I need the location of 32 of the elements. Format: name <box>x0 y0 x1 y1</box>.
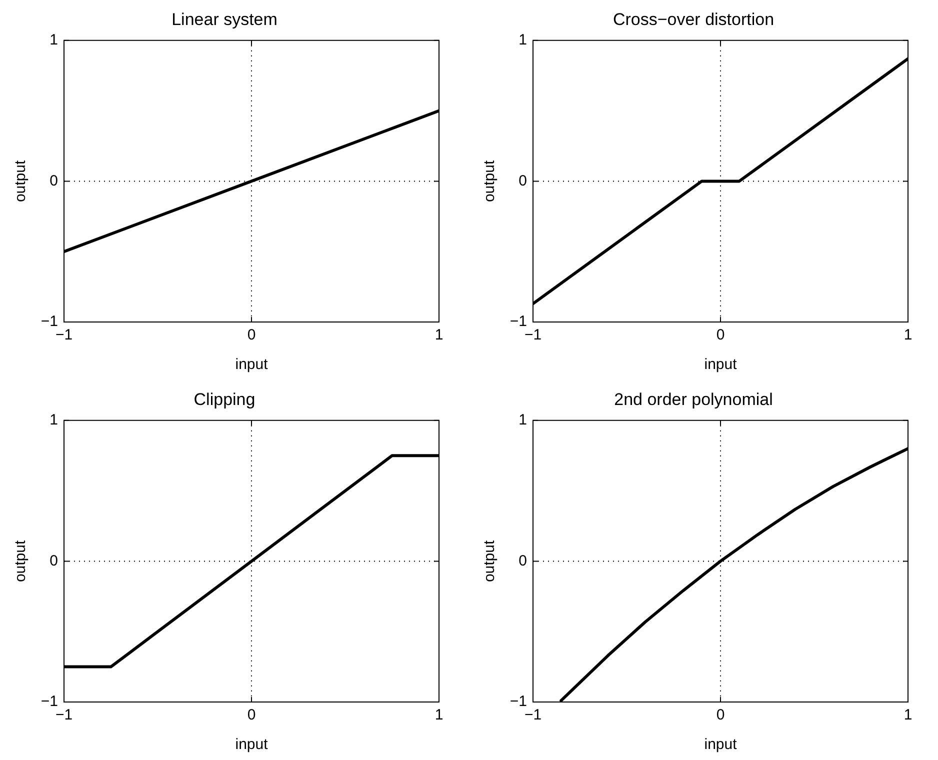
y-axis-title: output <box>12 160 30 202</box>
y-tick-label: 0 <box>50 172 58 190</box>
y-tick-label: 1 <box>50 412 58 429</box>
y-tick-label: 1 <box>50 32 58 49</box>
x-tick-label: 0 <box>247 326 256 344</box>
chart-title: Clipping <box>194 390 256 409</box>
x-tick-label: 1 <box>434 706 444 724</box>
y-tick-label: −1 <box>510 313 527 330</box>
chart-title: 2nd order polynomial <box>614 390 773 409</box>
y-tick-label: 1 <box>518 32 527 49</box>
y-tick-label: 1 <box>518 412 527 429</box>
x-axis-title: input <box>235 736 269 754</box>
x-axis-title: input <box>704 356 738 374</box>
y-tick-label: −1 <box>40 693 58 710</box>
x-tick-label: 1 <box>904 706 912 724</box>
y-tick-label: 0 <box>518 172 527 190</box>
x-axis-title: input <box>704 736 738 754</box>
x-tick-label: 1 <box>904 326 912 344</box>
chart-title: Linear system <box>172 10 278 29</box>
chart-title: Cross−over distortion <box>612 10 774 29</box>
x-tick-label: 0 <box>716 326 725 344</box>
x-axis-title: input <box>235 356 269 374</box>
x-tick-label: 1 <box>434 326 444 344</box>
y-axis-title: output <box>481 540 498 582</box>
y-axis-title: output <box>12 540 30 582</box>
y-tick-label: −1 <box>40 313 58 330</box>
y-tick-label: 0 <box>518 552 527 570</box>
x-tick-label: 0 <box>247 706 256 724</box>
y-tick-label: 0 <box>50 552 58 570</box>
y-tick-label: −1 <box>510 693 527 710</box>
x-tick-label: 0 <box>716 706 725 724</box>
y-axis-title: output <box>481 160 498 202</box>
